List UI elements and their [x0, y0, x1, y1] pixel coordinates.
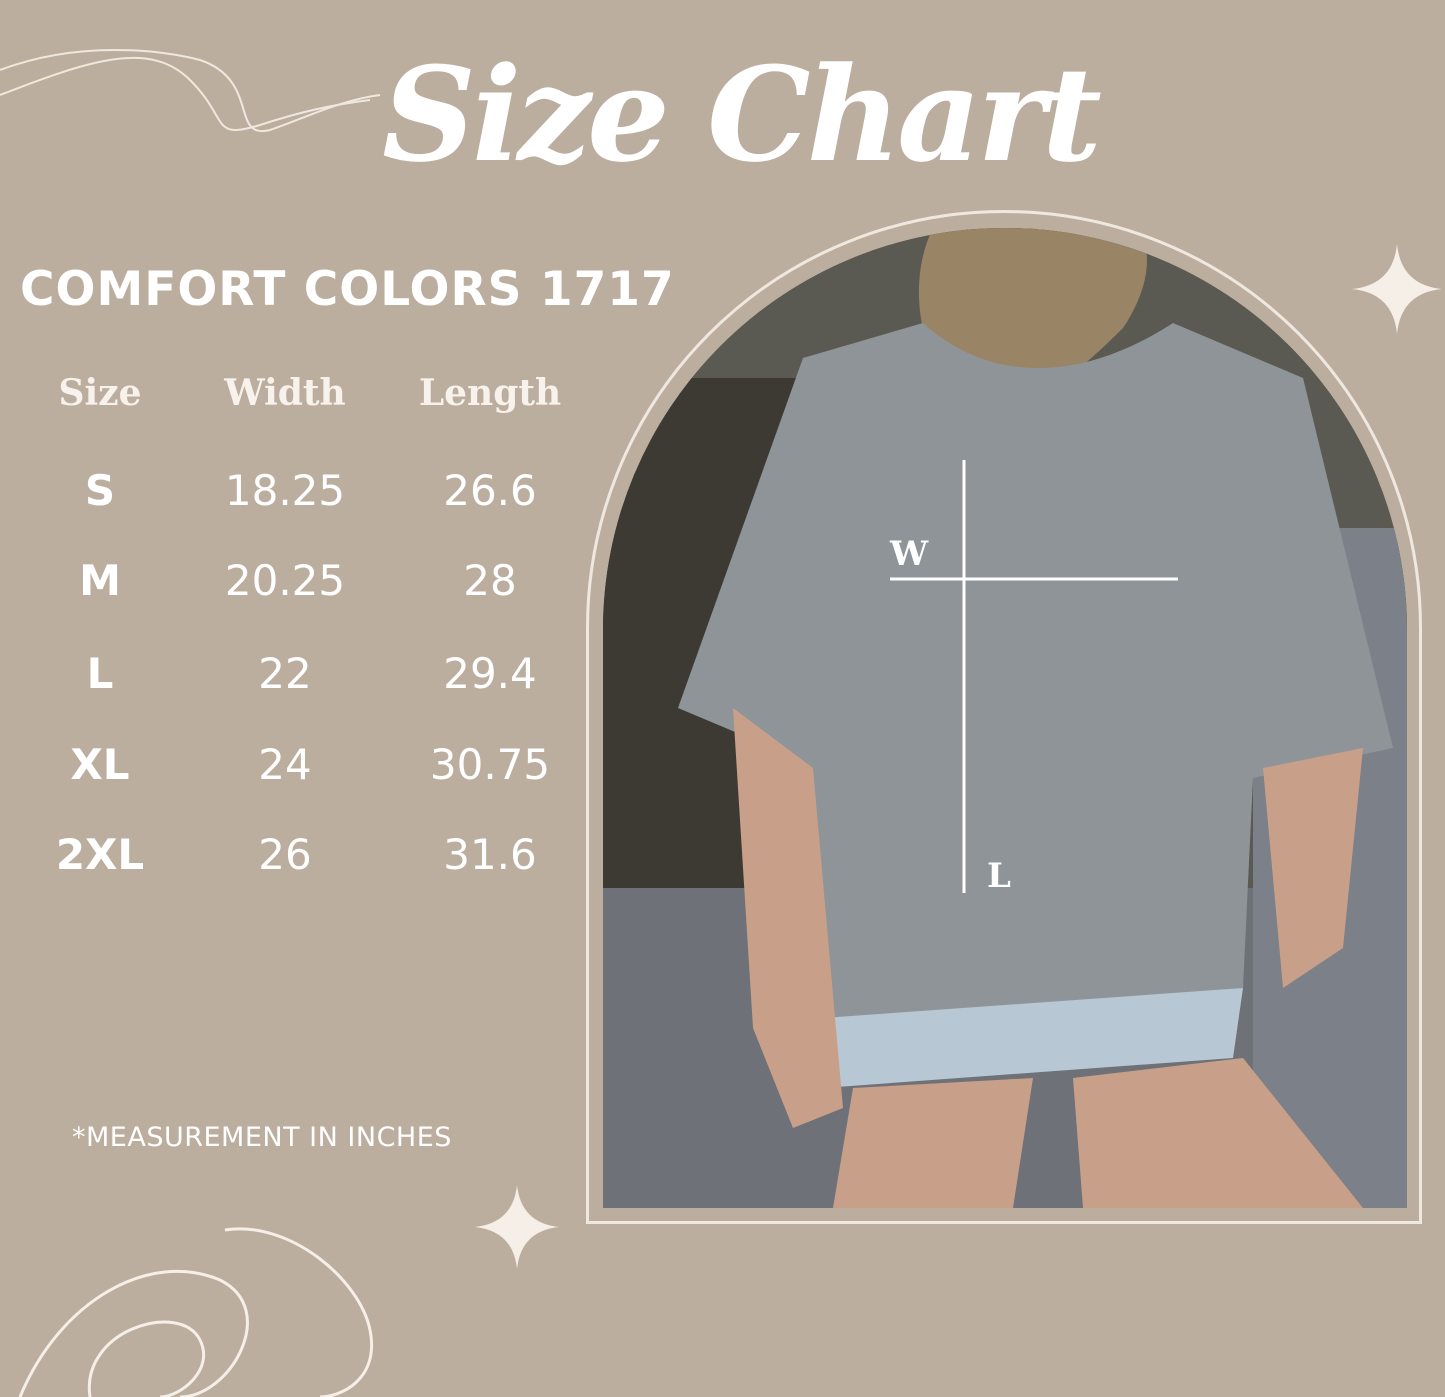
header-length: Length — [418, 372, 562, 414]
cell-length: 28 — [463, 556, 517, 605]
cell-width: 22 — [258, 649, 312, 698]
cell-size: M — [79, 556, 121, 605]
cell-width: 26 — [258, 830, 312, 879]
cell-length: 31.6 — [443, 830, 537, 879]
cell-size: L — [86, 649, 114, 698]
model-photo: W L — [603, 228, 1407, 1208]
measurement-note: *MEASUREMENT IN INCHES — [72, 1122, 452, 1153]
cell-width: 24 — [258, 740, 312, 789]
cell-size: XL — [70, 740, 130, 789]
cell-size: S — [84, 466, 116, 515]
cell-length: 26.6 — [443, 466, 537, 515]
cell-size: 2XL — [55, 830, 145, 879]
sparkle-star-icon — [1352, 244, 1442, 334]
header-width: Width — [224, 372, 346, 414]
brand-heading: COMFORT COLORS 1717 — [20, 262, 675, 317]
length-marker: L — [987, 856, 1011, 896]
cell-length: 29.4 — [443, 649, 537, 698]
cell-length: 30.75 — [429, 740, 551, 789]
cell-width: 20.25 — [224, 556, 346, 605]
arch-frame — [586, 210, 1422, 1224]
width-marker: W — [890, 534, 929, 574]
shirt-illustration — [603, 228, 1407, 1208]
cell-width: 18.25 — [224, 466, 346, 515]
page-title: Size Chart — [382, 38, 1102, 191]
sparkle-star-icon — [475, 1185, 559, 1269]
header-size: Size — [58, 372, 142, 414]
